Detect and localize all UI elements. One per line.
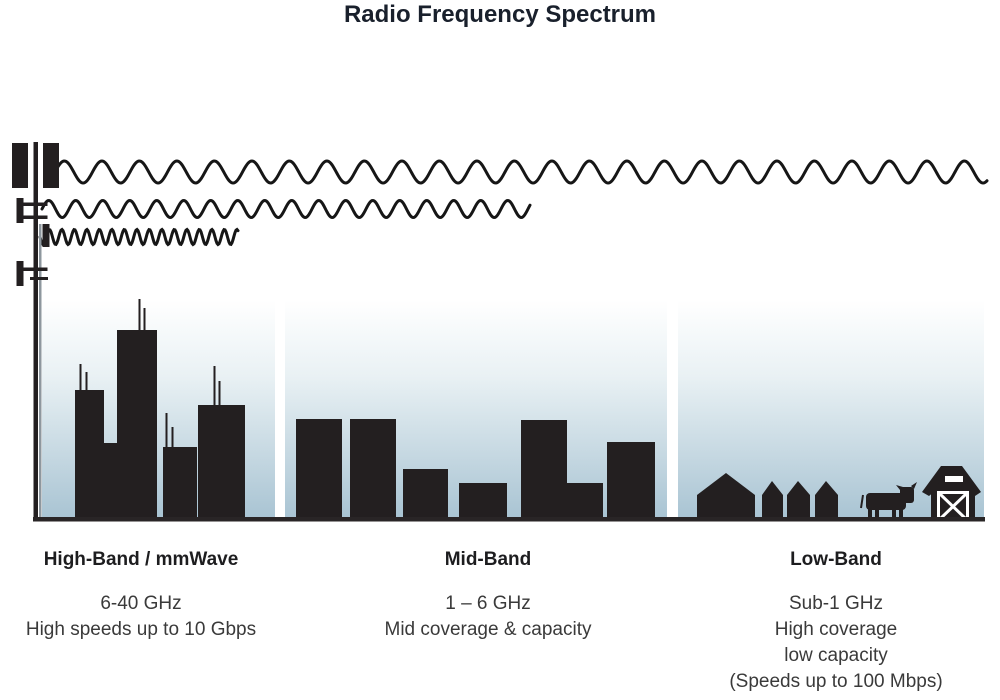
cow-icon — [860, 482, 917, 520]
band-frequency-low: Sub-1 GHz — [789, 593, 883, 614]
band-detail-low-3: (Speeds up to 100 Mbps) — [729, 671, 943, 692]
band-heading-mid: Mid-Band — [444, 549, 532, 570]
page-title: Radio Frequency Spectrum — [343, 1, 657, 28]
band-heading-high: High-Band / mmWave — [43, 549, 239, 570]
ground-line — [33, 517, 985, 522]
band-label-low: Low-Band Sub-1 GHz High coverage low cap… — [703, 549, 969, 695]
band-frequency-high: 6-40 GHz — [100, 593, 182, 614]
house-icon — [787, 481, 810, 518]
band-detail-mid: Mid coverage & capacity — [384, 619, 592, 640]
mid-frequency-wave — [40, 198, 532, 220]
house-icon — [697, 473, 755, 518]
band-label-high: High-Band / mmWave 6-40 GHz High speeds … — [8, 549, 274, 643]
barn-icon — [922, 466, 981, 521]
band-detail-low-1: High coverage — [774, 619, 898, 640]
low-band-rural-scene — [697, 466, 981, 521]
high-frequency-wave — [38, 227, 240, 247]
mid-band-buildings — [296, 419, 655, 518]
high-band-city-skyline — [75, 299, 245, 518]
radio-waves — [38, 159, 989, 247]
mid-band-sky-panel — [285, 300, 667, 518]
cell-tower-icon — [12, 142, 59, 519]
house-icon — [815, 481, 838, 518]
band-detail-high: High speeds up to 10 Gbps — [25, 619, 257, 640]
low-frequency-wave — [53, 159, 989, 185]
band-heading-low: Low-Band — [790, 549, 882, 570]
band-label-mid: Mid-Band 1 – 6 GHz Mid coverage & capaci… — [355, 549, 621, 643]
band-frequency-mid: 1 – 6 GHz — [445, 593, 531, 614]
band-detail-low-2: low capacity — [784, 645, 888, 666]
house-icon — [762, 481, 783, 518]
